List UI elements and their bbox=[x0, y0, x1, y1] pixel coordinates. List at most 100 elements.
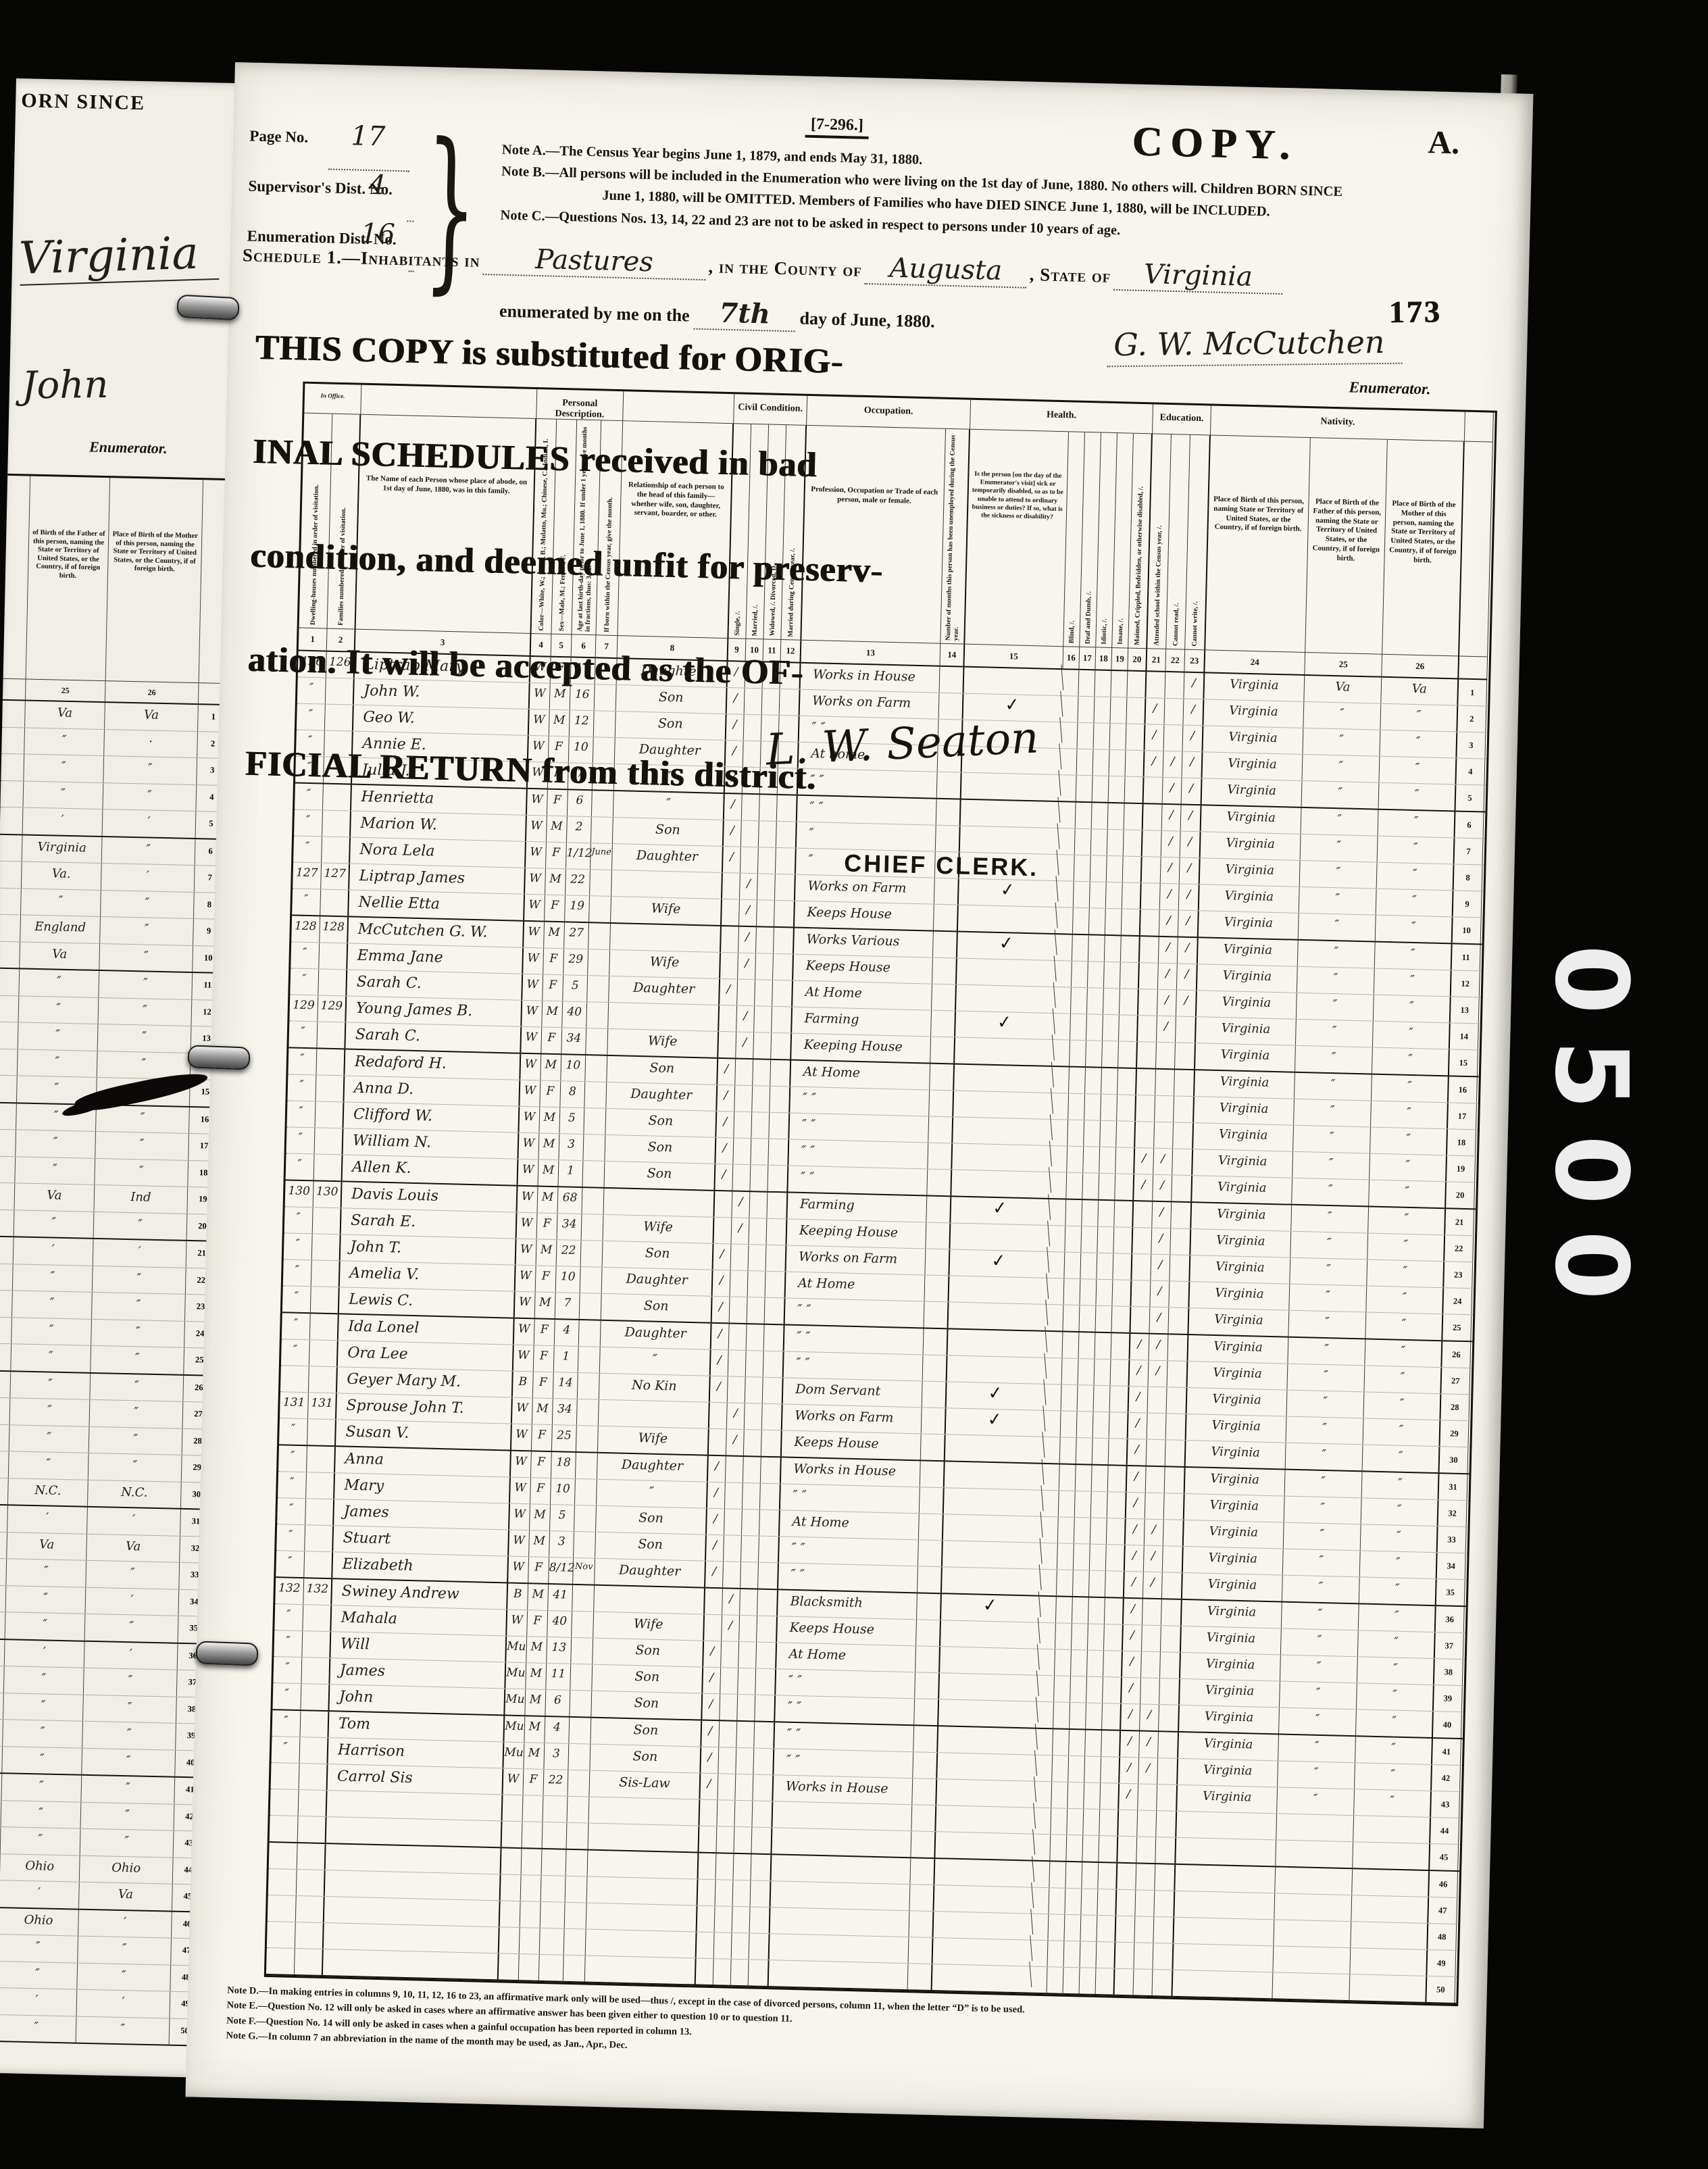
row-number: 9 bbox=[1453, 891, 1482, 918]
body-cell bbox=[768, 1139, 790, 1166]
rotated-header-text: Attended school within the Census year, … bbox=[1153, 525, 1163, 646]
body-cell bbox=[767, 1192, 788, 1219]
body-cell: ″ bbox=[278, 1445, 307, 1472]
body-cell bbox=[727, 1376, 746, 1403]
body-cell bbox=[913, 1726, 939, 1753]
body-cell bbox=[1094, 1359, 1111, 1386]
row-number: 17 bbox=[1447, 1103, 1477, 1130]
body-cell bbox=[1163, 724, 1184, 751]
prev-table-row: ″ ″ 29 bbox=[0, 1451, 214, 1483]
column-number-cell: 14 bbox=[940, 643, 965, 668]
rotated-header-text: Maimed, Crippled, Bedridden, or otherwis… bbox=[1133, 486, 1145, 646]
body-cell: ″ bbox=[288, 1048, 318, 1075]
body-cell: M bbox=[544, 922, 566, 949]
prev-cell: ″ bbox=[100, 890, 195, 919]
body-cell bbox=[713, 1217, 732, 1244]
body-cell: ″ bbox=[1303, 728, 1381, 756]
body-cell bbox=[919, 1487, 945, 1514]
body-cell bbox=[1276, 1814, 1355, 1842]
body-cell: Daughter bbox=[597, 1453, 709, 1482]
body-cell bbox=[1126, 724, 1146, 751]
body-cell bbox=[1082, 1862, 1099, 1889]
body-cell bbox=[734, 1800, 753, 1827]
body-cell bbox=[576, 1425, 599, 1452]
body-cell bbox=[1048, 1914, 1065, 1941]
body-cell bbox=[1080, 1253, 1098, 1279]
group-header-cell: In Office. bbox=[304, 383, 362, 415]
prev-cell: Va bbox=[105, 703, 199, 731]
body-cell: Susan V. bbox=[336, 1420, 512, 1450]
body-cell bbox=[586, 1903, 698, 1932]
body-cell: W bbox=[514, 1291, 536, 1318]
body-cell bbox=[269, 1816, 299, 1843]
body-cell: ″ bbox=[1355, 1737, 1433, 1765]
body-cell bbox=[307, 1446, 336, 1473]
row-number: 15 bbox=[1449, 1049, 1478, 1076]
row-number: 32 bbox=[1438, 1500, 1467, 1527]
body-cell: Sarah C. bbox=[345, 1022, 522, 1053]
body-cell bbox=[1080, 1941, 1097, 1968]
body-cell: / bbox=[1129, 1360, 1149, 1387]
body-cell bbox=[1274, 1920, 1352, 1948]
body-cell: ″ bbox=[284, 1207, 313, 1234]
prev-cell: ″ bbox=[18, 995, 99, 1024]
body-cell: ″ bbox=[1372, 1047, 1450, 1076]
body-cell bbox=[1054, 1014, 1071, 1040]
body-cell: ″ bbox=[1280, 1628, 1359, 1657]
body-cell: ″ ″ bbox=[778, 1537, 919, 1566]
body-cell bbox=[570, 1690, 593, 1717]
body-cell bbox=[580, 1267, 603, 1293]
body-cell: / bbox=[1152, 1201, 1172, 1228]
body-cell: / bbox=[1142, 1572, 1163, 1599]
body-cell bbox=[1086, 1676, 1103, 1703]
prev-cell bbox=[0, 834, 23, 862]
body-cell: Keeps House bbox=[781, 1430, 922, 1460]
prev-cell: ″ bbox=[0, 2014, 77, 2043]
prev-cell: Va bbox=[7, 1532, 88, 1560]
body-cell: Virginia bbox=[1188, 1335, 1289, 1364]
body-cell bbox=[923, 1328, 949, 1355]
body-cell: ″ bbox=[1364, 1366, 1442, 1394]
body-cell: 40 bbox=[547, 1610, 573, 1637]
body-cell bbox=[1082, 1200, 1099, 1226]
body-cell bbox=[714, 1191, 733, 1218]
body-cell bbox=[1154, 1891, 1176, 1917]
body-cell: / bbox=[718, 1058, 736, 1085]
prev-cell: ″ bbox=[93, 1212, 188, 1240]
body-cell bbox=[1165, 672, 1185, 699]
body-cell: / bbox=[739, 873, 758, 900]
body-cell: Virginia bbox=[1203, 726, 1304, 754]
body-cell: ″ bbox=[278, 1472, 307, 1499]
body-cell bbox=[1040, 1569, 1057, 1596]
body-cell: Virginia bbox=[1188, 1308, 1290, 1337]
body-cell bbox=[1098, 1863, 1118, 1889]
body-cell: M bbox=[525, 1689, 547, 1716]
binder-ring bbox=[187, 1045, 251, 1070]
body-cell bbox=[1096, 1941, 1116, 1968]
body-cell: F bbox=[547, 789, 568, 816]
body-cell bbox=[569, 1717, 592, 1744]
prev-cell: ″ bbox=[15, 1156, 96, 1185]
body-cell: ″ bbox=[276, 1524, 306, 1551]
body-cell bbox=[1095, 1305, 1113, 1332]
body-cell bbox=[1084, 1782, 1101, 1810]
header-text: Place of Birth of the Mother of this per… bbox=[1389, 499, 1457, 564]
body-cell bbox=[1032, 1887, 1050, 1914]
body-cell: ″ ″ bbox=[788, 1166, 928, 1195]
prev-cell: ″ bbox=[82, 1748, 176, 1776]
body-cell: M bbox=[529, 1530, 551, 1557]
prev-cell: ′ bbox=[0, 1988, 78, 2016]
body-cell: / bbox=[1178, 910, 1199, 937]
body-cell bbox=[932, 931, 958, 958]
body-cell: ″ bbox=[282, 1286, 311, 1313]
body-cell: Son bbox=[604, 1161, 716, 1190]
chief-clerk-label: CHIEF CLERK. bbox=[843, 849, 1039, 882]
body-cell bbox=[299, 1764, 328, 1791]
body-cell bbox=[1125, 750, 1145, 777]
prev-cell: ″ bbox=[8, 1451, 89, 1480]
body-cell bbox=[704, 1614, 723, 1641]
prev-cell: ″ bbox=[98, 997, 193, 1026]
body-cell bbox=[755, 953, 774, 980]
prev-cell: ″ bbox=[24, 728, 105, 756]
body-cell bbox=[313, 1154, 343, 1181]
